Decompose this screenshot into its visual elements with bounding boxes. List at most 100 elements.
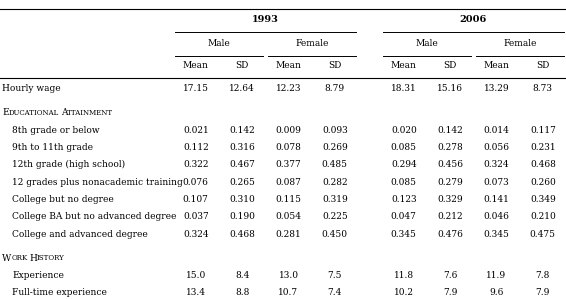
Text: 0.115: 0.115 — [276, 195, 302, 204]
Text: Full-time experience: Full-time experience — [12, 288, 108, 297]
Text: A: A — [61, 108, 67, 117]
Text: ISTORY: ISTORY — [37, 254, 65, 262]
Text: 13.4: 13.4 — [186, 288, 206, 297]
Text: 10.7: 10.7 — [278, 288, 298, 297]
Text: 7.4: 7.4 — [328, 288, 342, 297]
Text: 0.020: 0.020 — [391, 126, 417, 135]
Text: Male: Male — [208, 39, 230, 48]
Text: 8.8: 8.8 — [235, 288, 250, 297]
Text: 0.056: 0.056 — [483, 143, 509, 152]
Text: 10.2: 10.2 — [394, 288, 414, 297]
Text: SD: SD — [328, 61, 341, 70]
Text: 0.142: 0.142 — [438, 126, 463, 135]
Text: Mean: Mean — [183, 61, 209, 70]
Text: 0.210: 0.210 — [530, 212, 556, 221]
Text: 0.087: 0.087 — [276, 178, 302, 187]
Text: 0.456: 0.456 — [437, 160, 463, 169]
Text: 0.085: 0.085 — [391, 143, 417, 152]
Text: 0.468: 0.468 — [530, 160, 556, 169]
Text: 0.046: 0.046 — [483, 212, 509, 221]
Text: Hourly wage: Hourly wage — [2, 84, 61, 93]
Text: Experience: Experience — [12, 271, 65, 280]
Text: 9th to 11th grade: 9th to 11th grade — [12, 143, 93, 152]
Text: 11.8: 11.8 — [394, 271, 414, 280]
Text: 0.475: 0.475 — [530, 230, 556, 239]
Text: 2006: 2006 — [460, 15, 487, 24]
Text: 0.324: 0.324 — [484, 160, 509, 169]
Text: 1993: 1993 — [252, 15, 278, 24]
Text: 0.009: 0.009 — [276, 126, 302, 135]
Text: 13.0: 13.0 — [278, 271, 298, 280]
Text: E: E — [2, 108, 9, 117]
Text: 0.476: 0.476 — [437, 230, 463, 239]
Text: 0.319: 0.319 — [322, 195, 348, 204]
Text: SD: SD — [536, 61, 550, 70]
Text: 0.294: 0.294 — [391, 160, 417, 169]
Text: 0.190: 0.190 — [229, 212, 255, 221]
Text: 12th grade (high school): 12th grade (high school) — [12, 160, 126, 169]
Text: 18.31: 18.31 — [391, 84, 417, 93]
Text: 0.037: 0.037 — [183, 212, 209, 221]
Text: 0.279: 0.279 — [438, 178, 463, 187]
Text: 8.79: 8.79 — [325, 84, 345, 93]
Text: W: W — [2, 254, 11, 263]
Text: 0.269: 0.269 — [322, 143, 348, 152]
Text: 0.260: 0.260 — [530, 178, 556, 187]
Text: 0.142: 0.142 — [229, 126, 255, 135]
Text: 13.29: 13.29 — [484, 84, 509, 93]
Text: ORK: ORK — [11, 254, 28, 262]
Text: 0.014: 0.014 — [483, 126, 509, 135]
Text: 8th grade or below: 8th grade or below — [12, 126, 100, 135]
Text: Male: Male — [415, 39, 438, 48]
Text: 15.0: 15.0 — [186, 271, 206, 280]
Text: 0.231: 0.231 — [530, 143, 556, 152]
Text: 0.345: 0.345 — [391, 230, 417, 239]
Text: 12.64: 12.64 — [229, 84, 255, 93]
Text: 7.6: 7.6 — [443, 271, 457, 280]
Text: Mean: Mean — [391, 61, 417, 70]
Text: 0.093: 0.093 — [322, 126, 348, 135]
Text: College BA but no advanced degree: College BA but no advanced degree — [12, 212, 177, 221]
Text: 7.5: 7.5 — [328, 271, 342, 280]
Text: 0.329: 0.329 — [438, 195, 463, 204]
Text: 0.349: 0.349 — [530, 195, 556, 204]
Text: 7.8: 7.8 — [535, 271, 550, 280]
Text: 0.117: 0.117 — [530, 126, 556, 135]
Text: 17.15: 17.15 — [183, 84, 209, 93]
Text: 0.322: 0.322 — [183, 160, 208, 169]
Text: 11.9: 11.9 — [486, 271, 507, 280]
Text: 0.212: 0.212 — [438, 212, 463, 221]
Text: 0.468: 0.468 — [229, 230, 255, 239]
Text: Female: Female — [295, 39, 328, 48]
Text: 0.047: 0.047 — [391, 212, 417, 221]
Text: H: H — [29, 254, 37, 263]
Text: 0.076: 0.076 — [183, 178, 209, 187]
Text: 0.485: 0.485 — [322, 160, 348, 169]
Text: 0.316: 0.316 — [229, 143, 255, 152]
Text: 12 grades plus nonacademic training: 12 grades plus nonacademic training — [12, 178, 183, 187]
Text: 0.085: 0.085 — [391, 178, 417, 187]
Text: 0.123: 0.123 — [391, 195, 417, 204]
Text: 0.021: 0.021 — [183, 126, 209, 135]
Text: 12.23: 12.23 — [276, 84, 301, 93]
Text: 0.073: 0.073 — [483, 178, 509, 187]
Text: 0.078: 0.078 — [276, 143, 302, 152]
Text: 0.225: 0.225 — [322, 212, 348, 221]
Text: 15.16: 15.16 — [437, 84, 463, 93]
Text: 0.377: 0.377 — [276, 160, 301, 169]
Text: 0.310: 0.310 — [229, 195, 255, 204]
Text: 8.4: 8.4 — [235, 271, 250, 280]
Text: 0.281: 0.281 — [276, 230, 301, 239]
Text: 7.9: 7.9 — [535, 288, 550, 297]
Text: 7.9: 7.9 — [443, 288, 457, 297]
Text: Mean: Mean — [276, 61, 302, 70]
Text: 0.450: 0.450 — [322, 230, 348, 239]
Text: DUCATIONAL: DUCATIONAL — [9, 109, 59, 117]
Text: SD: SD — [235, 61, 249, 70]
Text: 0.112: 0.112 — [183, 143, 209, 152]
Text: 0.054: 0.054 — [276, 212, 302, 221]
Text: SD: SD — [443, 61, 457, 70]
Text: 0.141: 0.141 — [483, 195, 509, 204]
Text: 0.467: 0.467 — [229, 160, 255, 169]
Text: College and advanced degree: College and advanced degree — [12, 230, 148, 239]
